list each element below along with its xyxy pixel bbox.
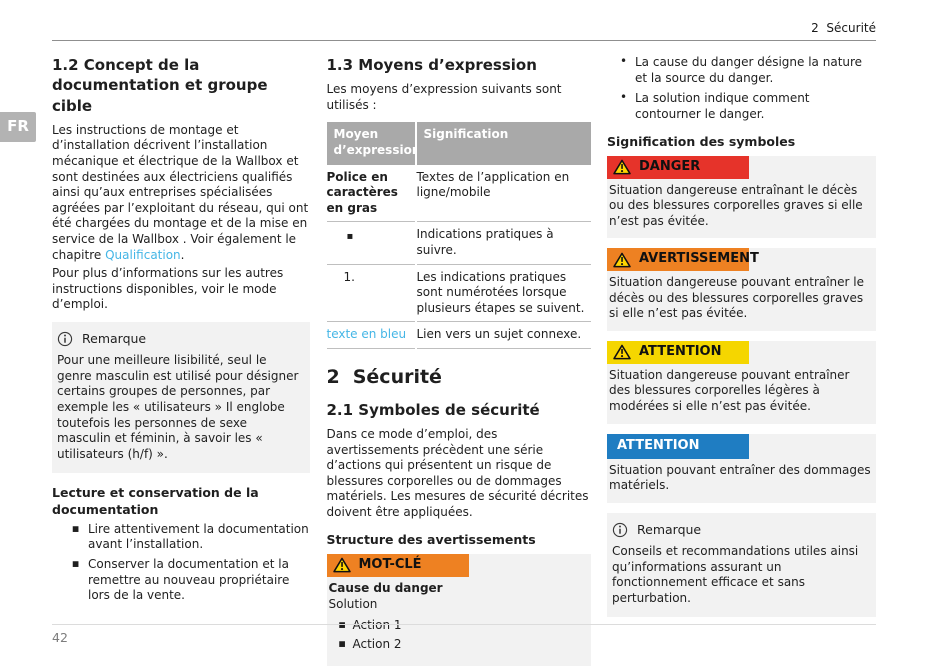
attention-blue-text: Situation pouvant entraîner des dommages…: [609, 462, 871, 493]
table-cell-means-link-sample: texte en bleu: [326, 322, 415, 349]
section-1-2-paragraph-2: Pour plus d’informations sur les autres …: [52, 266, 284, 312]
list-item: Action 1: [327, 618, 591, 634]
expression-table: Moyen d’expression Signification Police …: [326, 122, 591, 349]
symbols-section-title: Signification des symboles: [607, 134, 796, 150]
footer-rule: [52, 624, 876, 625]
section-1-2-paragraph-1: Les instructions de montage et d’install…: [52, 123, 310, 263]
reading-section-title: Lecture et conservation de la documentat…: [52, 485, 259, 517]
table-cell-means: 1.: [326, 265, 415, 323]
warning-example-box: MOT-CLÉ Cause du danger Solution Action …: [326, 553, 591, 666]
avertissement-label: AVERTISSEMENT: [639, 251, 759, 267]
warning-cause: Cause du danger: [328, 580, 443, 595]
keyword-warning-bar: MOT-CLÉ: [326, 553, 469, 577]
note-body: Pour une meilleure lisibilité, seul le g…: [57, 353, 299, 461]
warning-triangle-icon: [332, 557, 351, 573]
chapter-number: 2: [326, 365, 340, 388]
warning-keyword-label: MOT-CLÉ: [358, 556, 422, 572]
attention-blue-bar: ATTENTION: [607, 433, 749, 459]
column-3: La cause du danger désigne la nature et …: [607, 54, 876, 669]
list-item: La solution indique comment contourner l…: [607, 90, 876, 122]
list-item: Lire attentivement la documentation avan…: [52, 522, 310, 553]
language-tab: FR: [0, 112, 36, 142]
attention-blue-label: ATTENTION: [617, 437, 700, 453]
section-2-1-title: 2.1 Symboles de sécurité: [326, 400, 540, 419]
attention-yellow-text: Situation dangereuse pouvant entraîner d…: [609, 367, 850, 414]
note-box: Remarque Conseils et recommandations uti…: [607, 512, 876, 618]
section-1-3-title: 1.3 Moyens d’expression: [326, 56, 537, 74]
table-header-cell: Moyen d’expression: [326, 122, 420, 165]
note-header: Remarque: [57, 331, 304, 347]
note-header: Remarque: [612, 522, 870, 538]
warning-triangle-icon: [613, 344, 631, 360]
note-box: Remarque Pour une meilleure lisibilité, …: [52, 321, 310, 474]
section-1-3-intro: Les moyens d’expression suivants sont ut…: [326, 82, 562, 112]
note-title: Remarque: [637, 521, 702, 537]
warning-triangle-icon: [613, 252, 631, 268]
note-body: Conseils et recommandations utiles ainsi…: [612, 543, 859, 605]
table-cell-meaning: Les indications pratiques sont numérotée…: [416, 265, 591, 323]
paragraph-text-end: .: [180, 247, 185, 262]
table-cell-meaning: Lien vers un sujet connexe.: [416, 322, 591, 349]
danger-text: Situation dangereuse entraînant le décès…: [609, 182, 863, 228]
danger-explanation-list: La cause du danger désigne la nature et …: [607, 54, 876, 122]
danger-box: DANGER Situation dangereuse entraînant l…: [607, 155, 876, 239]
avertissement-box: AVERTISSEMENT Situation dangereuse pouva…: [607, 248, 876, 331]
header-rule: [52, 40, 876, 41]
attention-yellow-label: ATTENTION: [639, 343, 722, 359]
warning-structure-title: Structure des avertissements: [326, 532, 536, 548]
info-icon: [57, 331, 73, 347]
table-cell-meaning: Indications pratiques à suivre.: [416, 222, 591, 265]
list-item: Action 2: [327, 637, 591, 653]
table-cell-means: ▪: [326, 222, 415, 265]
table-cell-means: Police en caractères en gras: [326, 165, 415, 223]
attention-yellow-box: ATTENTION Situation dangereuse pouvant e…: [607, 340, 876, 424]
section-1-2-title: 1.2 Concept de la documentation et group…: [52, 56, 268, 115]
column-1: 1.2 Concept de la documentation et group…: [52, 55, 310, 669]
attention-yellow-bar: ATTENTION: [607, 340, 749, 364]
warning-triangle-icon: [613, 159, 631, 175]
avertissement-bar: AVERTISSEMENT: [607, 248, 759, 272]
table-cell-meaning: Textes de l’application en ligne/mobile: [416, 165, 591, 223]
list-item: Conserver la documentation et la remettr…: [52, 557, 310, 604]
danger-bar: DANGER: [607, 155, 749, 179]
page-content: 1.2 Concept de la documentation et group…: [52, 54, 876, 669]
avertissement-text: Situation dangereuse pouvant entraîner l…: [609, 275, 865, 321]
info-icon: [612, 522, 628, 538]
paragraph-text: Les instructions de montage et d’install…: [52, 122, 309, 262]
column-2: 1.3 Moyens d’expression Les moyens d’exp…: [326, 55, 591, 669]
section-2-1-paragraph: Dans ce mode d’emploi, des avertissement…: [326, 426, 589, 519]
list-item: La cause du danger désigne la nature et …: [607, 54, 876, 86]
running-header: 2 Sécurité: [811, 21, 876, 35]
table-header-cell: Signification: [416, 122, 591, 165]
reading-bullet-list: Lire attentivement la documentation avan…: [52, 522, 310, 604]
warning-solution: Solution: [328, 597, 378, 612]
page-number: 42: [52, 630, 68, 645]
chapter-2-title: 2 Sécurité: [327, 365, 591, 390]
qualification-link[interactable]: Qualification: [105, 247, 181, 262]
chapter-name: Sécurité: [352, 365, 442, 388]
danger-label: DANGER: [639, 158, 701, 174]
note-title: Remarque: [82, 330, 147, 346]
attention-blue-box: ATTENTION Situation pouvant entraîner de…: [607, 433, 876, 503]
